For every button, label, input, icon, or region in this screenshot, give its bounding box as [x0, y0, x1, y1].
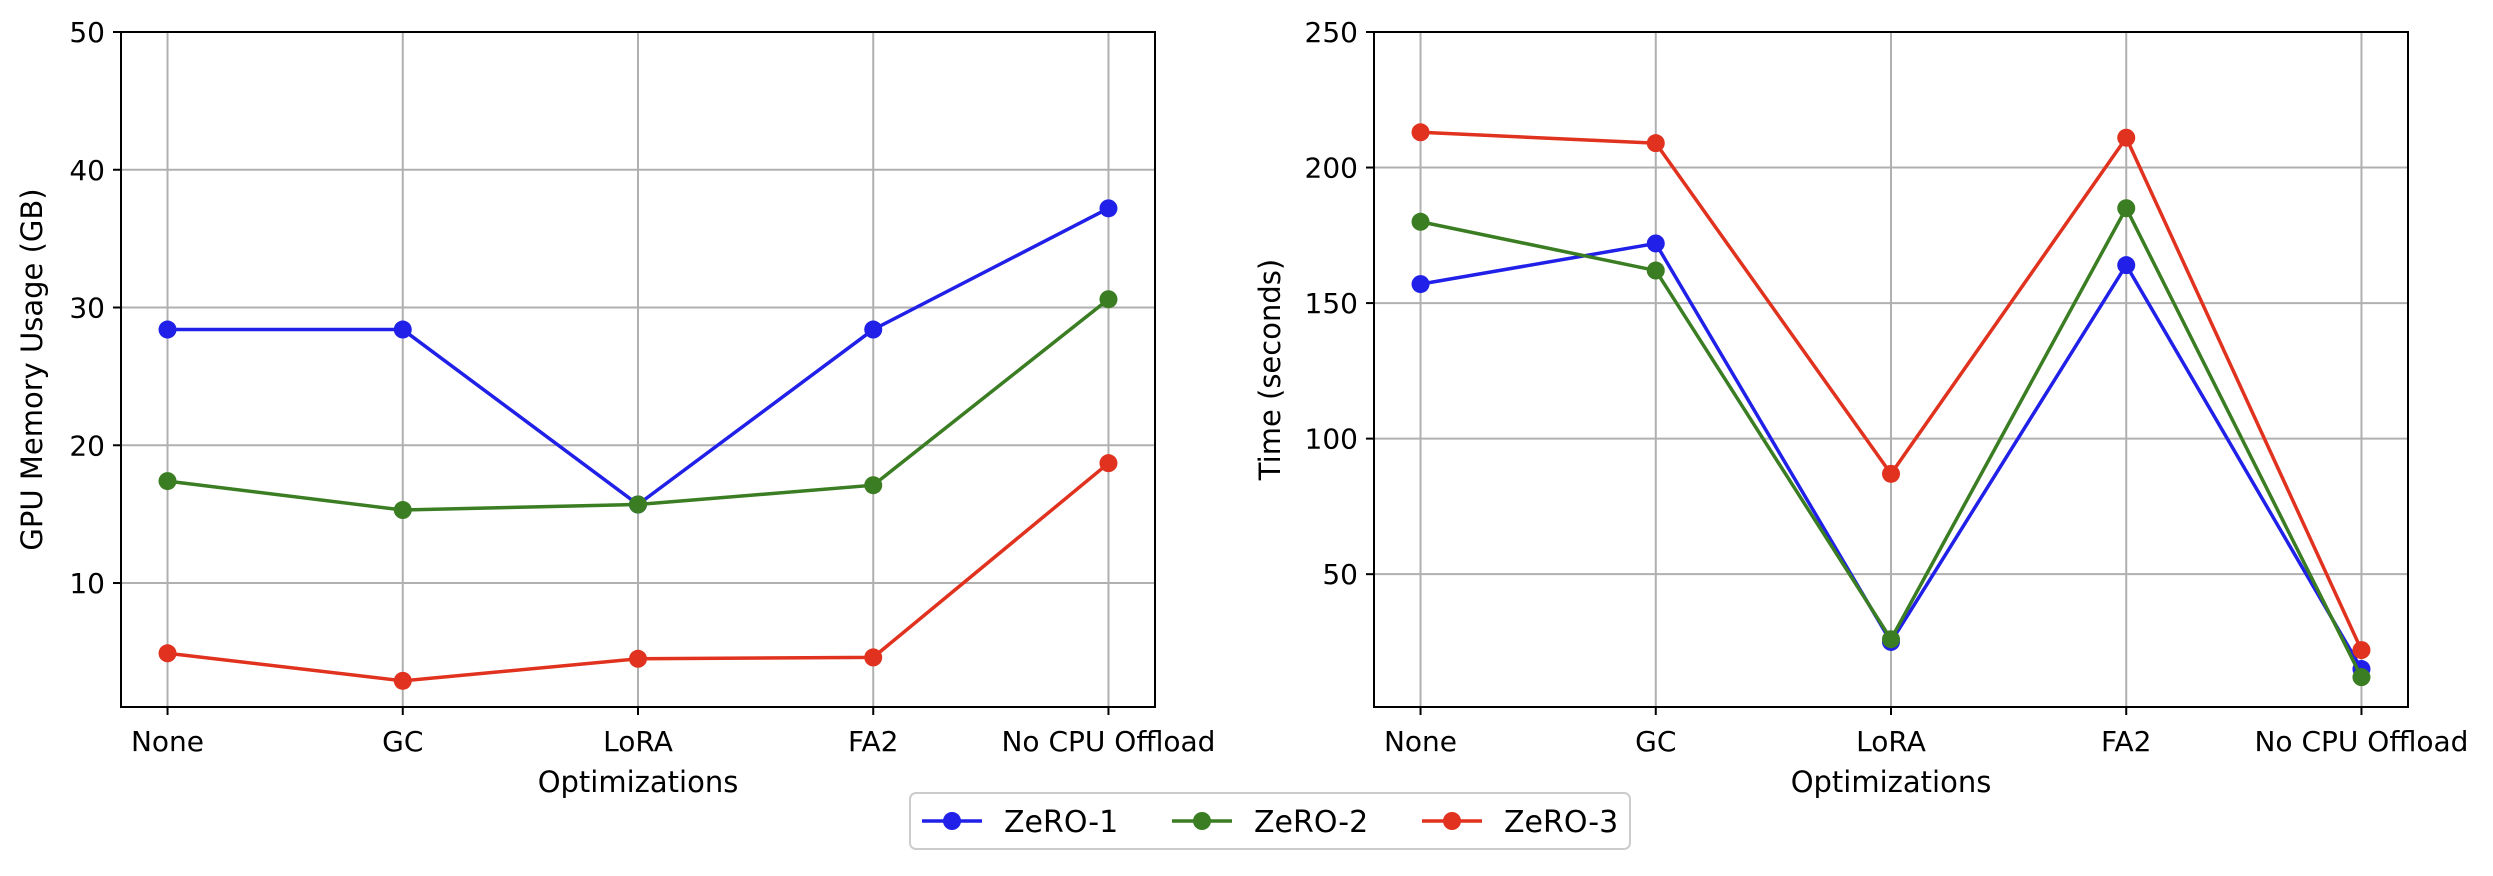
data-point-zero-2 — [2117, 199, 2136, 218]
data-point-zero-2 — [393, 501, 412, 520]
y-tick-label: 250 — [1305, 16, 1358, 49]
legend-entry-zero-1: ZeRO-1 — [922, 805, 1118, 840]
data-point-zero-3 — [2352, 641, 2371, 660]
data-point-zero-2 — [1099, 290, 1118, 309]
y-tick-label: 150 — [1305, 287, 1358, 320]
x-axis-label: Optimizations — [1791, 765, 1992, 799]
data-point-zero-2 — [1882, 630, 1900, 649]
data-point-zero-1 — [1411, 275, 1430, 294]
y-tick-label: 50 — [1322, 558, 1358, 591]
legend-entry-zero-2: ZeRO-2 — [1172, 805, 1368, 840]
x-tick-label: None — [131, 725, 204, 758]
chart-panel-2: None GC LoRA FA2 No CPU Offload 50 100 150 200 25… — [1253, 16, 2468, 799]
legend-entry-zero-3: ZeRO-3 — [1422, 805, 1618, 840]
y-tick-label: 10 — [69, 567, 105, 600]
y-tick-label: 50 — [69, 16, 105, 49]
data-point-zero-3 — [393, 671, 412, 690]
x-tick-label: None — [1384, 725, 1457, 758]
data-point-zero-1 — [864, 320, 883, 339]
plot-frame — [120, 31, 1156, 708]
legend-marker-zero-3 — [1443, 812, 1461, 830]
y-tick-label: 100 — [1305, 423, 1358, 456]
data-point-zero-2 — [2352, 668, 2371, 687]
series-zero-2 — [1411, 199, 2371, 687]
x-tick-label: No CPU Offload — [2254, 725, 2468, 758]
x-tick-label: GC — [382, 725, 423, 758]
data-point-zero-2 — [158, 472, 177, 491]
data-point-zero-3 — [864, 648, 883, 667]
y-axis-label: GPU Memory Usage (GB) — [15, 188, 49, 550]
data-point-zero-3 — [2117, 128, 2136, 147]
x-tick-label: No CPU Offload — [1001, 725, 1215, 758]
legend-label-zero-1: ZeRO-1 — [1004, 805, 1118, 840]
series-zero-2 — [158, 290, 1118, 520]
y-tick-label: 20 — [69, 429, 105, 462]
x-tick-label: LoRA — [603, 725, 673, 758]
series-zero-3 — [1411, 123, 2371, 660]
chart-panel-1: None GC LoRA FA2 No CPU Offload 10 20 30 40 50 Opt… — [15, 16, 1215, 799]
data-point-zero-3 — [158, 644, 177, 663]
legend-label-zero-3: ZeRO-3 — [1504, 805, 1618, 840]
data-point-zero-3 — [1882, 464, 1900, 483]
data-point-zero-3 — [1099, 454, 1118, 473]
x-tick-label: FA2 — [848, 725, 899, 758]
data-point-zero-1 — [158, 320, 177, 339]
data-point-zero-3 — [1646, 134, 1665, 153]
data-point-zero-1 — [1099, 199, 1118, 218]
plot-frame — [1373, 31, 2409, 708]
x-axis-label: Optimizations — [538, 765, 739, 799]
data-point-zero-2 — [864, 476, 883, 495]
x-tick-label: LoRA — [1856, 725, 1926, 758]
y-tick-label: 40 — [69, 154, 105, 187]
data-point-zero-1 — [2117, 256, 2136, 275]
data-point-zero-1 — [393, 320, 412, 339]
x-tick-label: GC — [1635, 725, 1676, 758]
y-tick-label: 200 — [1305, 152, 1358, 185]
data-point-zero-1 — [1646, 234, 1665, 253]
legend-marker-zero-1 — [943, 812, 961, 830]
data-point-zero-3 — [629, 649, 647, 668]
data-point-zero-2 — [629, 495, 647, 514]
data-point-zero-2 — [1646, 261, 1665, 280]
data-point-zero-2 — [1411, 212, 1430, 231]
legend-marker-zero-2 — [1193, 812, 1211, 830]
legend-label-zero-2: ZeRO-2 — [1254, 805, 1368, 840]
y-axis-label: Time (seconds) — [1253, 259, 1287, 481]
legend: ZeRO-1 ZeRO-2 ZeRO-3 — [909, 792, 1631, 850]
data-point-zero-3 — [1411, 123, 1430, 142]
x-tick-label: FA2 — [2101, 725, 2152, 758]
series-zero-3 — [158, 454, 1118, 690]
y-tick-label: 30 — [69, 292, 105, 325]
legend-frame — [909, 792, 1631, 850]
